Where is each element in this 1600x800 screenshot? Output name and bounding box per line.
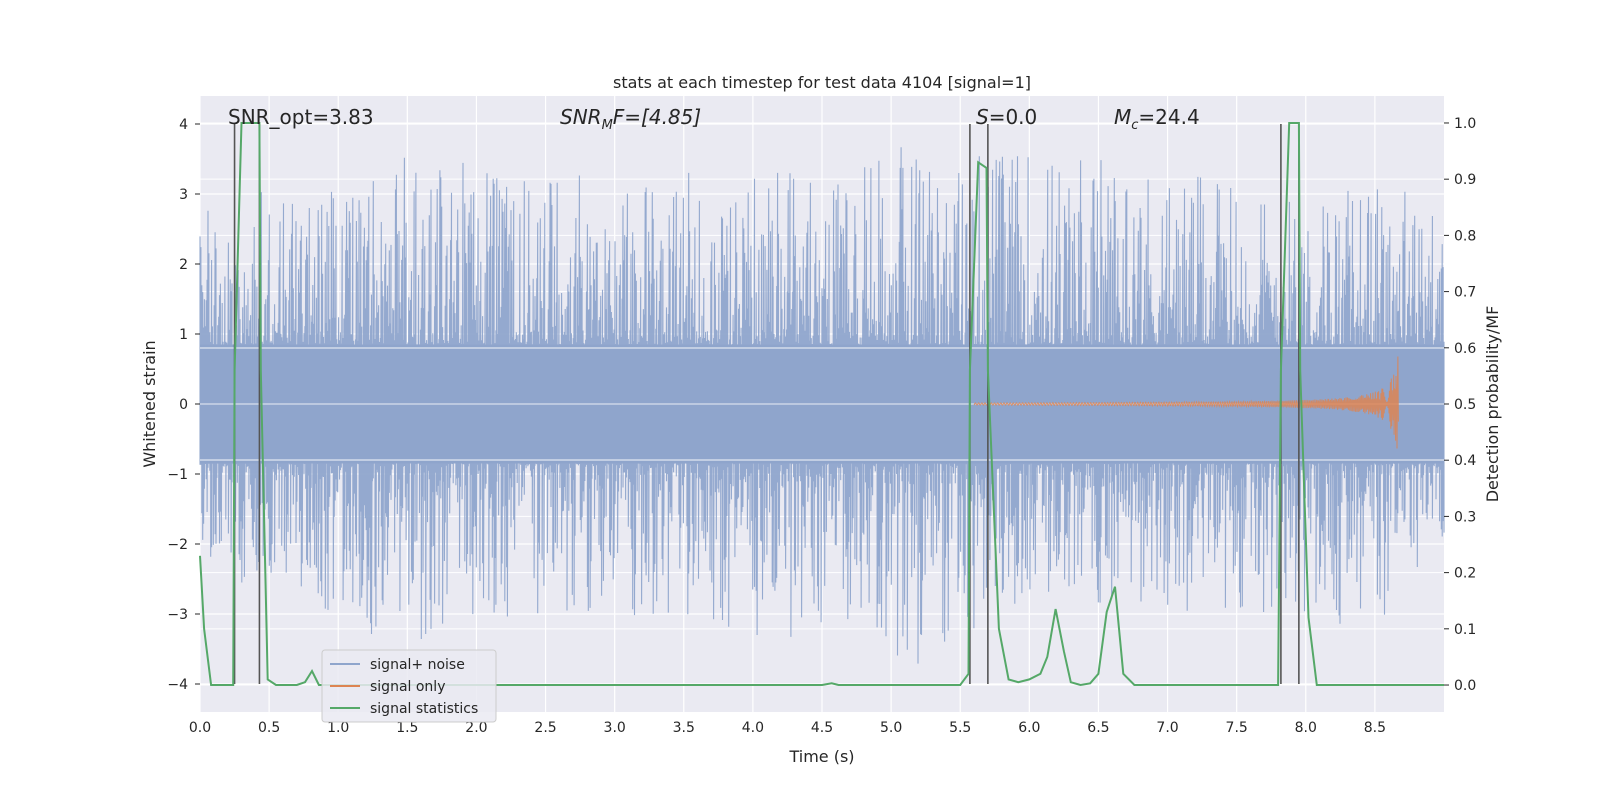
x-tick-label: 8.0 — [1295, 720, 1317, 736]
signal-only-line — [973, 356, 1399, 449]
x-tick-label: 2.5 — [534, 720, 556, 736]
y2-tick-labels: 1.0 0.9 0.8 0.7 0.6 0.5 0.4 0.3 0.2 0.1 0.0 — [1444, 116, 1476, 694]
y-tick-label: 3 — [179, 187, 188, 203]
y-tick-label: −3 — [167, 607, 188, 623]
x-tick-label: 5.0 — [880, 720, 902, 736]
legend-label-signal-statistics: signal statistics — [370, 701, 478, 717]
x-tick-label: 4.0 — [742, 720, 764, 736]
x-tick-label: 1.5 — [396, 720, 418, 736]
y-tick-label: 1 — [179, 327, 188, 343]
series-signal-only — [973, 356, 1399, 449]
y-tick-label: 0 — [179, 397, 188, 413]
y2-tick-label: 0.9 — [1454, 172, 1476, 188]
x-tick-label: 5.5 — [949, 720, 971, 736]
y2-tick-label: 0.0 — [1454, 678, 1476, 694]
y2-tick-label: 0.1 — [1454, 622, 1476, 638]
y-tick-label: −1 — [167, 467, 188, 483]
y-tick-label: 2 — [179, 257, 188, 273]
y2-tick-label: 0.5 — [1454, 397, 1476, 413]
series-signal-statistics — [199, 122, 1444, 687]
x-tick-labels: 0.0 0.5 1.0 1.5 2.0 2.5 3.0 3.5 4.0 4.5 5.0 5.5 6.0 6… — [189, 720, 1386, 736]
x-tick-label: 6.5 — [1087, 720, 1109, 736]
x-tick-label: 6.0 — [1018, 720, 1040, 736]
chart-title: stats at each timestep for test data 410… — [613, 73, 1031, 92]
y-axis-label: Whitened strain — [140, 340, 159, 467]
y-tick-label: −4 — [167, 677, 188, 693]
y-tick-label: 4 — [179, 117, 188, 133]
annotation-s: S=0.0 — [976, 105, 1037, 129]
legend-label-signal-noise: signal+ noise — [370, 657, 465, 673]
legend-label-signal-only: signal only — [370, 679, 445, 695]
y2-tick-label: 0.7 — [1454, 285, 1476, 301]
y2-tick-label: 1.0 — [1454, 116, 1476, 132]
y2-axis-label: Detection probability/MF — [1483, 306, 1502, 503]
y2-tick-label: 0.6 — [1454, 341, 1476, 357]
y-tick-labels: 4 3 2 1 0 −1 −2 −3 −4 — [167, 117, 200, 693]
annotation-mc: Mc=24.4 — [1114, 105, 1200, 133]
x-axis-label: Time (s) — [788, 747, 854, 766]
legend-box — [321, 649, 497, 723]
y2-tick-label: 0.4 — [1454, 453, 1476, 469]
legend: signal+ noise signal only signal statist… — [321, 649, 497, 723]
x-tick-label: 7.0 — [1156, 720, 1178, 736]
annotation-snr-mf: SNRMF=[4.85] — [560, 105, 701, 133]
x-tick-label: 1.0 — [327, 720, 349, 736]
x-tick-label: 8.5 — [1364, 720, 1386, 736]
y2-tick-label: 0.2 — [1454, 566, 1476, 582]
x-tick-label: 7.5 — [1226, 720, 1248, 736]
x-tick-label: 3.0 — [604, 720, 626, 736]
y-tick-label: −2 — [167, 537, 188, 553]
y2-tick-label: 0.3 — [1454, 509, 1476, 525]
x-tick-label: 2.0 — [465, 720, 487, 736]
x-tick-label: 0.5 — [258, 720, 280, 736]
x-tick-label: 4.5 — [811, 720, 833, 736]
y2-tick-label: 0.8 — [1454, 228, 1476, 244]
x-tick-label: 3.5 — [673, 720, 695, 736]
annotation-snr-opt: SNR_opt=3.83 — [228, 105, 374, 129]
signal-statistics-line — [199, 122, 1444, 687]
x-tick-label: 0.0 — [189, 720, 211, 736]
